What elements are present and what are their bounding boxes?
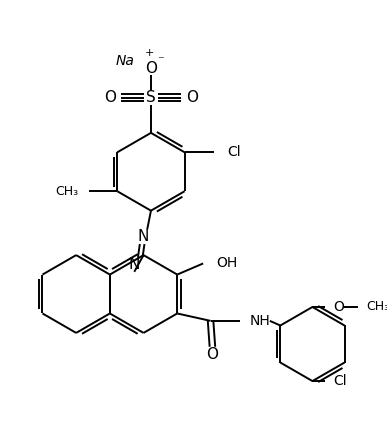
Text: N: N xyxy=(138,229,149,244)
Text: Cl: Cl xyxy=(333,374,346,388)
Text: O: O xyxy=(186,90,198,105)
Text: CH₃: CH₃ xyxy=(55,185,79,198)
Text: +: + xyxy=(144,48,154,58)
Text: Cl: Cl xyxy=(227,145,241,159)
Text: O: O xyxy=(333,300,344,314)
Text: O: O xyxy=(145,60,157,75)
Text: OH: OH xyxy=(216,257,237,270)
Text: S: S xyxy=(146,90,156,105)
Text: Na: Na xyxy=(115,53,134,67)
Text: O: O xyxy=(206,347,218,362)
Text: ⁻: ⁻ xyxy=(157,54,164,67)
Text: O: O xyxy=(104,90,116,105)
Text: CH₃: CH₃ xyxy=(366,300,387,314)
Text: N: N xyxy=(128,257,140,272)
Text: NH: NH xyxy=(250,314,270,328)
